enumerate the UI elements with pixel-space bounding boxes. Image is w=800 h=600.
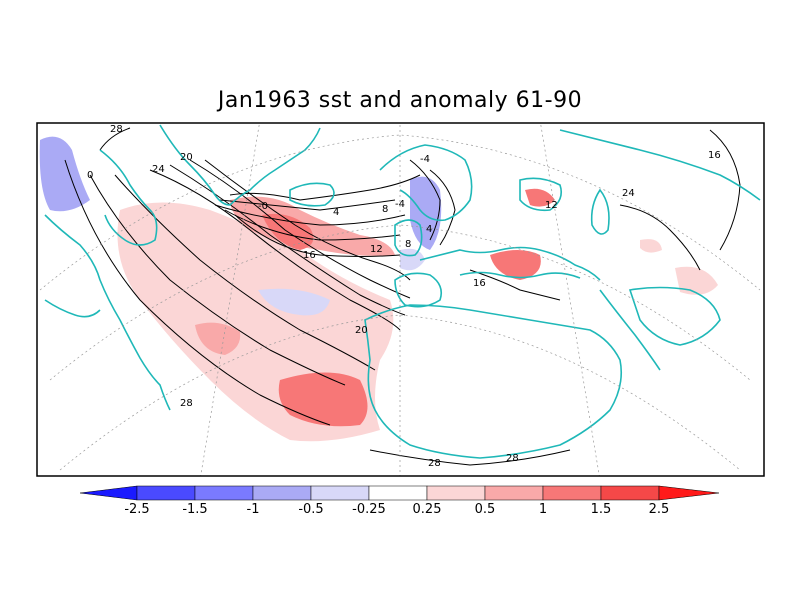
colorbar-label: 1.5 (590, 502, 612, 517)
colorbar-label: 0.5 (474, 502, 496, 517)
contour-label: 16 (303, 250, 316, 261)
coast-caspian (590, 188, 610, 235)
coast-arabia (628, 286, 721, 346)
coast-red-sea (599, 289, 661, 371)
colorbar-min-arrow (79, 485, 138, 501)
colorbar-label: 1 (538, 502, 548, 517)
colorbar-swatch (426, 485, 486, 501)
negative-anomaly-west (39, 136, 90, 212)
coast-black-sea (519, 177, 563, 212)
positive-anomaly-east (675, 266, 718, 295)
colorbar-label: 2.5 (648, 502, 670, 517)
contour-label: 28 (110, 124, 123, 135)
colorbar-swatch (310, 485, 370, 501)
coast-labrador (99, 149, 158, 246)
colorbar-swatch (368, 485, 428, 501)
contour-label: 20 (180, 152, 193, 163)
colorbar-label: -0.5 (298, 502, 324, 517)
graticule (39, 123, 761, 476)
colorbar-swatch (194, 485, 254, 501)
negative-anomaly-mid (258, 288, 330, 316)
colorbar-label: 0.25 (412, 502, 442, 517)
coastlines (44, 124, 761, 459)
coast-asia (559, 129, 761, 201)
coast-scandinavia (379, 144, 473, 222)
coast-caribbean (44, 299, 101, 318)
contour-label: 16 (473, 278, 486, 289)
positive-anomaly-black-sea (525, 188, 555, 207)
contour-label: 4 (333, 207, 339, 218)
colorbar-swatch (600, 485, 660, 501)
negative-anomaly-biscay (400, 248, 425, 271)
contour-label: 12 (545, 200, 558, 211)
coast-britain (394, 219, 423, 257)
contour-label-group: 28 24 20 0 -0 4 8 -4 12 16 16 20 28 28 2… (87, 124, 721, 469)
contour-label: 0 (87, 170, 93, 181)
coast-north-america (44, 214, 171, 411)
colorbar-swatch (252, 485, 312, 501)
positive-anomaly-med (490, 250, 541, 280)
coast-greenland (159, 124, 321, 206)
coast-europe (419, 246, 601, 281)
colorbar-swatch (136, 485, 196, 501)
colorbar-swatch (542, 485, 602, 501)
contour-label: 28 (180, 398, 193, 409)
coast-iberia (394, 272, 443, 308)
colorbar-label: -1 (246, 502, 260, 517)
coast-mediterranean (459, 271, 581, 279)
contour-label: -4 (395, 199, 405, 210)
positive-anomaly-arabia (640, 239, 662, 253)
colorbar-max-arrow (658, 485, 720, 501)
positive-anomaly-subtropics (278, 372, 368, 427)
coast-africa (364, 304, 623, 459)
colorbar-label: -2.5 (124, 502, 150, 517)
contour-label: 8 (405, 239, 411, 250)
contour-label: -4 (420, 154, 430, 165)
map-frame (36, 122, 765, 477)
colorbar-swatch (484, 485, 544, 501)
contour-label: 12 (370, 244, 383, 255)
contour-label: 8 (382, 204, 388, 215)
positive-anomaly-north (230, 196, 395, 256)
coast-iceland (289, 182, 335, 207)
colorbar-label: -1.5 (182, 502, 208, 517)
contour-label: 24 (152, 164, 165, 175)
contour-label: -0 (258, 201, 268, 212)
contour-label: 4 (426, 224, 432, 235)
contour-label: 20 (355, 325, 368, 336)
contour-label: 16 (708, 150, 721, 161)
colorbar-label: -0.25 (352, 502, 386, 517)
contour-label: 28 (428, 458, 441, 469)
sst-contours (64, 127, 741, 466)
contour-label: 24 (622, 188, 635, 199)
map-title: Jan1963 sst and anomaly 61-90 (217, 88, 583, 113)
positive-anomaly-mid (195, 322, 241, 355)
contour-label: 28 (506, 453, 519, 464)
